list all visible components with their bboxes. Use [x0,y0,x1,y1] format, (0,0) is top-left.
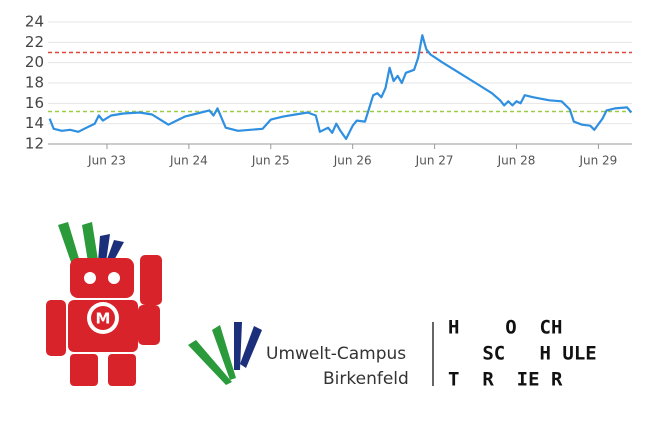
x-tick-label: Jun 23 [87,154,126,168]
maker-letter: M [96,310,111,328]
y-tick-label: 20 [25,53,44,71]
y-tick-label: 12 [25,135,44,153]
x-tick-label: Jun 28 [497,154,536,168]
y-tick-label: 22 [25,33,44,51]
x-tick-label: Jun 24 [169,154,208,168]
school-line: H O CH [448,317,562,339]
y-tick-label: 14 [25,114,44,132]
campus-logo-mark [188,322,262,385]
x-tick-label: Jun 25 [251,154,290,168]
y-tick-label: 24 [25,13,44,31]
campus-name: Umwelt-Campus [266,344,406,364]
x-tick-label: Jun 29 [578,154,617,168]
campus-place: Birkenfeld [323,369,409,389]
y-tick-label: 18 [25,74,44,92]
x-tick-label: Jun 27 [415,154,454,168]
maker-robot [46,222,162,386]
school-line: T R IE R [448,369,563,391]
x-tick-label: Jun 26 [333,154,372,168]
school-line: SC H ULE [448,343,597,365]
data-line [48,34,633,140]
y-tick-label: 16 [25,94,44,112]
